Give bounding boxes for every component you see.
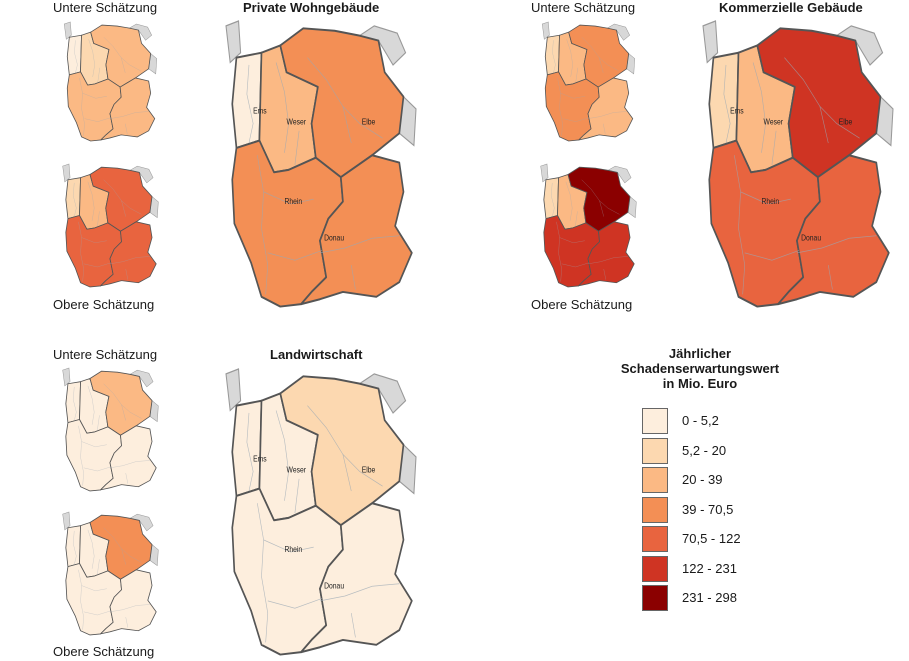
- ems-basin: [231, 399, 263, 497]
- ems-basin: [65, 381, 81, 424]
- legend-label: 231 - 298: [682, 590, 737, 605]
- private-lower-map: [63, 21, 158, 142]
- rhein-label: Rhein: [284, 197, 302, 207]
- agri-upper-label: Obere Schätzung: [53, 644, 155, 659]
- commercial-upper-map: [540, 163, 637, 288]
- ems-basin: [65, 177, 81, 220]
- legend-swatch: [642, 496, 668, 523]
- ems-basin: [543, 177, 559, 220]
- legend-label: 122 - 231: [682, 560, 737, 576]
- ems-basin: [544, 34, 560, 76]
- legend-swatch: [642, 408, 668, 434]
- legend-title: Jährlicher Schadenserwartungswert in Mio…: [600, 346, 800, 391]
- agri-upper-map: [62, 511, 159, 636]
- agri-lower-label: Untere Schätzung: [53, 347, 158, 362]
- rhein-label: Rhein: [284, 545, 302, 555]
- ems-label: Ems: [253, 106, 267, 116]
- legend-swatch: [642, 526, 668, 552]
- donau-label: Donau: [801, 233, 821, 243]
- ems-basin: [66, 34, 82, 76]
- elbe-label: Elbe: [362, 465, 376, 475]
- donau-label: Donau: [324, 581, 344, 591]
- legend-label: 70,5 - 122: [682, 531, 741, 546]
- weser-label: Weser: [287, 465, 307, 475]
- donau-label: Donau: [324, 233, 344, 243]
- agri-title: Landwirtschaft: [270, 347, 363, 362]
- private-title: Private Wohngebäude: [243, 0, 380, 15]
- private-upper-map: [62, 163, 159, 288]
- legend-swatch: [642, 467, 668, 493]
- legend-swatch: [642, 555, 668, 582]
- legend-swatch: [642, 437, 668, 464]
- ems-label: Ems: [253, 454, 267, 464]
- elbe-label: Elbe: [839, 117, 853, 127]
- rhein-label: Rhein: [761, 197, 779, 207]
- commercial-lower-map: [541, 21, 636, 142]
- commercial-title: Kommerzielle Gebäude: [719, 0, 863, 15]
- elbe-label: Elbe: [362, 117, 376, 127]
- weser-label: Weser: [287, 117, 307, 127]
- private-lower-label: Untere Schätzung: [53, 0, 158, 15]
- commercial-upper-label: Obere Schätzung: [531, 297, 633, 312]
- private-main-map: Ems Weser Elbe Rhein Donau: [225, 20, 417, 308]
- ems-basin: [708, 51, 740, 149]
- legend-label: 5,2 - 20: [682, 442, 727, 458]
- commercial-lower-label: Untere Schätzung: [531, 0, 636, 15]
- legend-title-line3: in Mio. Euro: [662, 376, 738, 391]
- agri-lower-map: [62, 367, 159, 492]
- legend: Jährlicher Schadenserwartungswert in Mio…: [600, 346, 800, 611]
- ems-basin: [231, 51, 263, 149]
- legend-title-line2: Schadenserwartungswert: [620, 361, 780, 376]
- ems-label: Ems: [730, 106, 744, 116]
- commercial-main-map: Ems Weser Elbe Rhein Donau: [702, 20, 894, 308]
- legend-label: 0 - 5,2: [682, 413, 719, 428]
- legend-label: 39 - 70,5: [682, 501, 734, 517]
- agri-main-map: Ems Weser Elbe Rhein Donau: [225, 368, 417, 656]
- legend-label: 20 - 39: [682, 472, 723, 487]
- legend-title-line1: Jährlicher: [668, 346, 732, 361]
- weser-label: Weser: [764, 117, 784, 127]
- legend-swatch: [642, 585, 668, 611]
- ems-basin: [65, 525, 81, 568]
- private-upper-label: Obere Schätzung: [53, 297, 155, 312]
